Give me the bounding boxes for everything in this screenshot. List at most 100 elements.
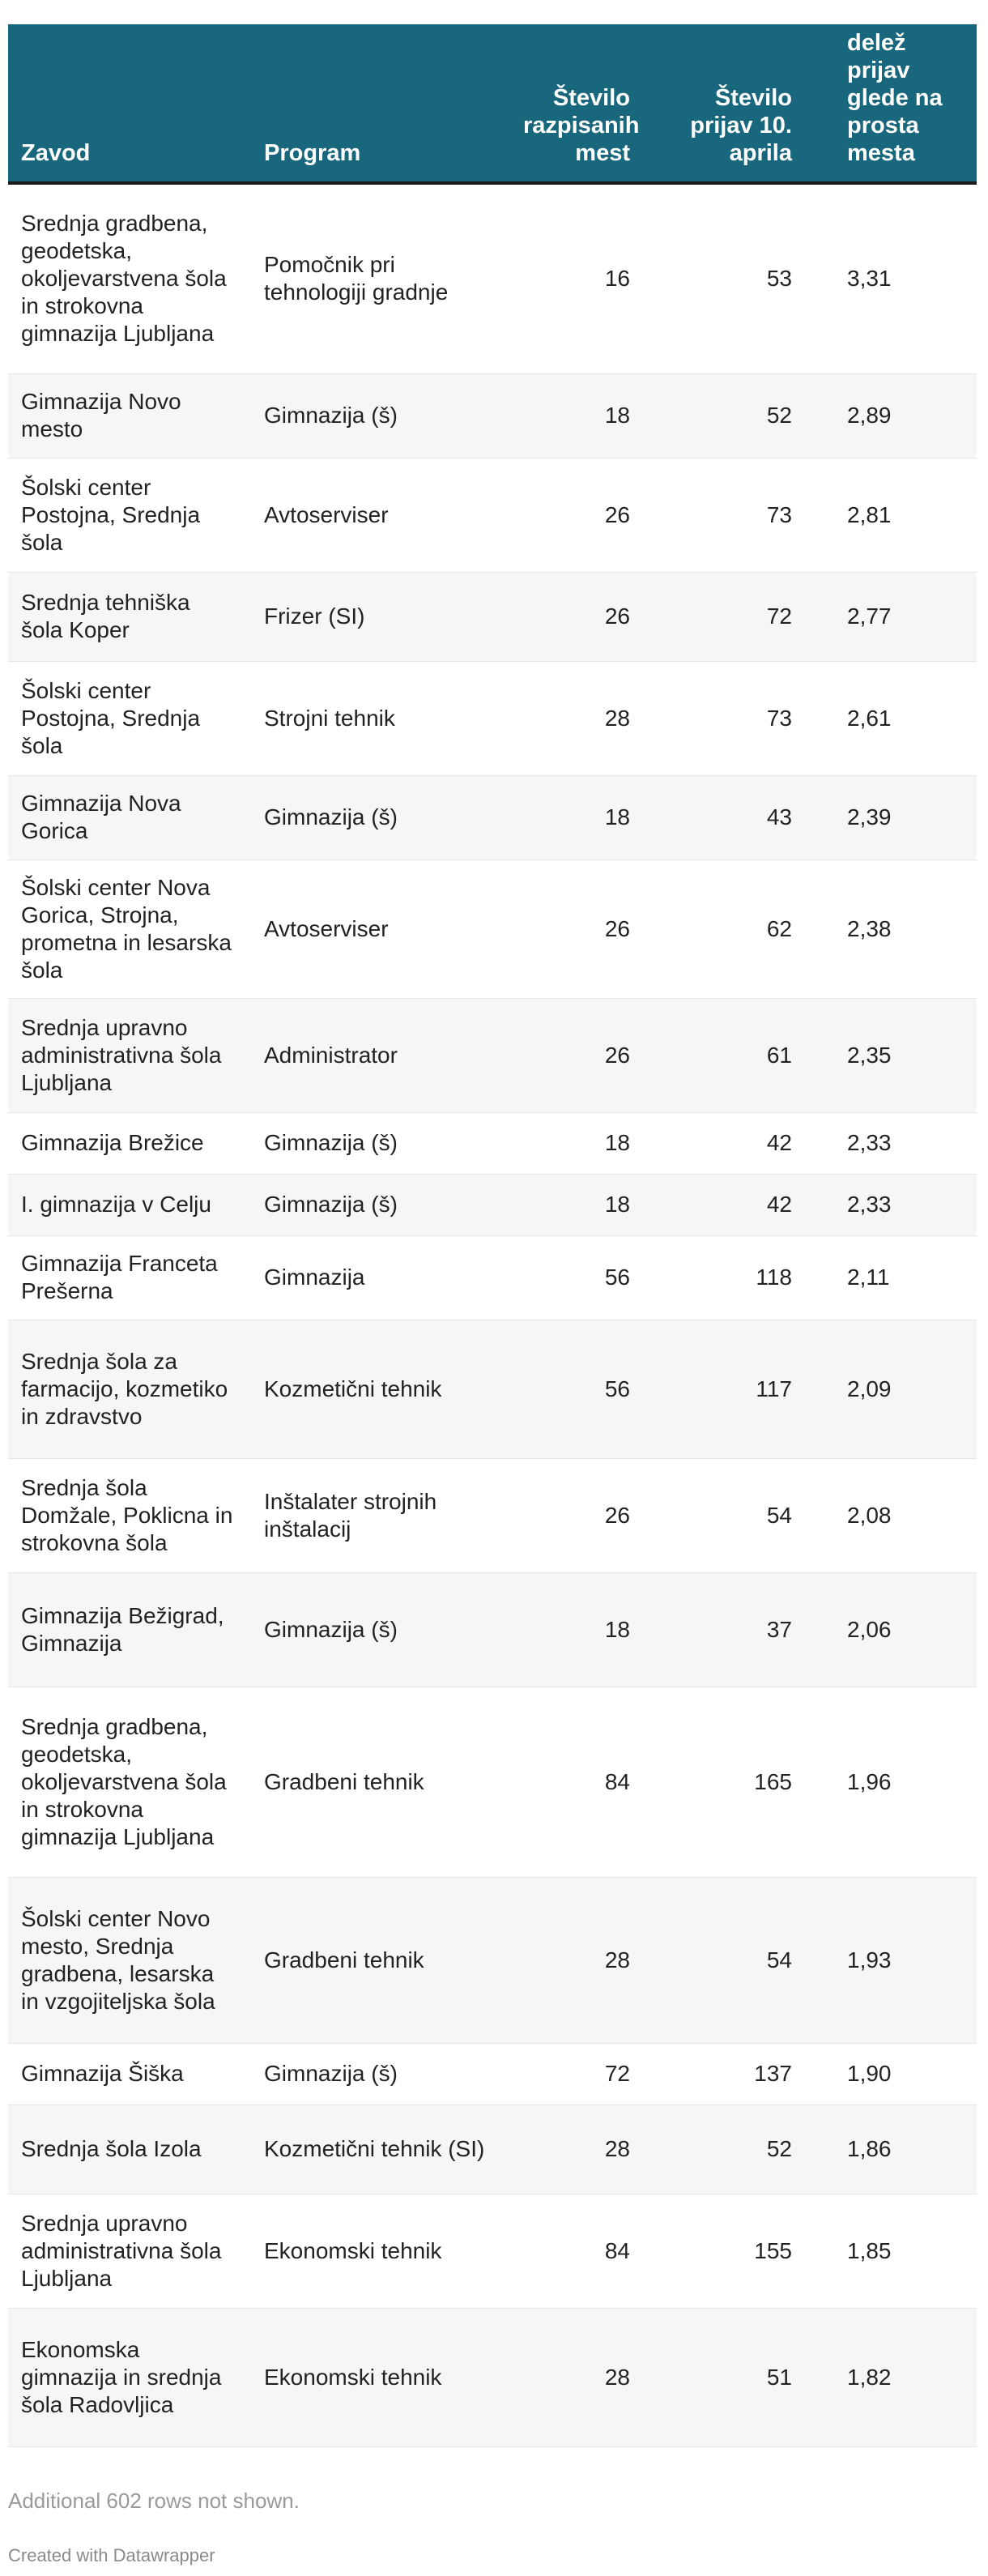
cell-prijave: 73 [648,458,810,573]
cell-mesta: 56 [510,1235,648,1320]
cell-program: Gradbeni tehnik [251,1687,510,1878]
cell-zavod: Šolski center Postojna, Srednja šola [8,661,251,776]
cell-delez: 2,39 [810,775,977,860]
table-row: Srednja gradbena, geodetska, okoljevarst… [8,1687,977,1878]
cell-delez: 1,82 [810,2308,977,2447]
cell-zavod: Šolski center Postojna, Srednja šola [8,458,251,573]
cell-prijave: 117 [648,1320,810,1459]
cell-zavod: Ekonomska gimnazija in srednja šola Rado… [8,2308,251,2447]
cell-mesta: 26 [510,458,648,573]
cell-zavod: I. gimnazija v Celju [8,1174,251,1236]
table-row: Srednja šola Domžale, Poklicna in stroko… [8,1458,977,1573]
cell-prijave: 37 [648,1572,810,1687]
cell-program: Gimnazija (š) [251,1112,510,1175]
table-row: Šolski center Postojna, Srednja šola Stro… [8,661,977,776]
cell-delez: 2,06 [810,1572,977,1687]
cell-program: Gimnazija (š) [251,1174,510,1236]
table-row: Gimnazija Nova Gorica Gimnazija (š) 18 43 2,… [8,775,977,860]
data-table: Zavod Program Število razpisanih mest Št… [8,24,977,2447]
cell-program: Administrator [251,998,510,1113]
cell-mesta: 72 [510,2043,648,2105]
data-table-container: Zavod Program Število razpisanih mest Št… [8,24,977,2447]
cell-zavod: Šolski center Nova Gorica, Strojna, prom… [8,859,251,999]
header-row: Zavod Program Število razpisanih mest Št… [8,24,977,185]
cell-mesta: 26 [510,859,648,999]
cell-prijave: 137 [648,2043,810,2105]
datawrapper-credit: Created with Datawrapper [8,2545,215,2565]
column-header-delez[interactable]: delež prijav glede na prosta mesta [810,24,977,185]
cell-prijave: 54 [648,1458,810,1573]
column-header-zavod[interactable]: Zavod [8,24,251,185]
cell-prijave: 42 [648,1112,810,1175]
column-header-mesta[interactable]: Število razpisanih mest [510,24,648,185]
cell-delez: 1,96 [810,1687,977,1878]
cell-delez: 1,86 [810,2105,977,2194]
cell-zavod: Srednja gradbena, geodetska, okoljevarst… [8,1687,251,1878]
cell-zavod: Srednja gradbena, geodetska, okoljevarst… [8,183,251,374]
cell-delez: 3,31 [810,183,977,374]
cell-zavod: Gimnazija Novo mesto [8,373,251,458]
cell-program: Gimnazija [251,1235,510,1320]
table-row: Srednja tehniška šola Koper Frizer (SI) 26… [8,572,977,662]
cell-mesta: 28 [510,2308,648,2447]
cell-mesta: 18 [510,1174,648,1236]
cell-delez: 2,08 [810,1458,977,1573]
cell-zavod: Srednja tehniška šola Koper [8,572,251,662]
rows-not-shown-note: Additional 602 rows not shown. [8,2489,300,2513]
cell-prijave: 52 [648,2105,810,2194]
table-body: Srednja gradbena, geodetska, okoljevarst… [8,183,977,2447]
cell-prijave: 62 [648,859,810,999]
cell-mesta: 84 [510,1687,648,1878]
cell-program: Strojni tehnik [251,661,510,776]
cell-mesta: 18 [510,775,648,860]
cell-zavod: Srednja šola za farmacijo, kozmetiko in … [8,1320,251,1459]
cell-delez: 2,89 [810,373,977,458]
cell-delez: 2,61 [810,661,977,776]
cell-mesta: 26 [510,1458,648,1573]
table-header: Zavod Program Število razpisanih mest Št… [8,24,977,185]
cell-program: Kozmetični tehnik (SI) [251,2105,510,2194]
cell-prijave: 51 [648,2308,810,2447]
cell-zavod: Gimnazija Franceta Prešerna [8,1235,251,1320]
cell-zavod: Gimnazija Šiška [8,2043,251,2105]
cell-program: Gimnazija (š) [251,2043,510,2105]
column-header-program[interactable]: Program [251,24,510,185]
cell-prijave: 52 [648,373,810,458]
cell-mesta: 56 [510,1320,648,1459]
cell-prijave: 43 [648,775,810,860]
cell-prijave: 72 [648,572,810,662]
cell-prijave: 165 [648,1687,810,1878]
cell-zavod: Srednja upravno administrativna šola Lju… [8,998,251,1113]
cell-program: Kozmetični tehnik [251,1320,510,1459]
cell-program: Ekonomski tehnik [251,2194,510,2309]
cell-program: Frizer (SI) [251,572,510,662]
cell-zavod: Gimnazija Bežigrad, Gimnazija [8,1572,251,1687]
cell-delez: 2,33 [810,1174,977,1236]
cell-mesta: 28 [510,2105,648,2194]
cell-prijave: 155 [648,2194,810,2309]
cell-prijave: 42 [648,1174,810,1236]
cell-program: Ekonomski tehnik [251,2308,510,2447]
cell-zavod: Gimnazija Brežice [8,1112,251,1175]
cell-prijave: 118 [648,1235,810,1320]
cell-prijave: 54 [648,1877,810,2044]
cell-program: Gimnazija (š) [251,1572,510,1687]
table-row: Šolski center Nova Gorica, Strojna, prom… [8,859,977,999]
cell-delez: 2,77 [810,572,977,662]
cell-delez: 2,35 [810,998,977,1113]
column-header-prijave[interactable]: Število prijav 10. aprila [648,24,810,185]
table-row: Gimnazija Šiška Gimnazija (š) 72 137 1,90 [8,2043,977,2105]
cell-zavod: Srednja šola Izola [8,2105,251,2194]
cell-prijave: 73 [648,661,810,776]
table-row: Gimnazija Novo mesto Gimnazija (š) 18 52 2,8… [8,373,977,458]
table-row: Gimnazija Bežigrad, Gimnazija Gimnazija (… [8,1572,977,1687]
cell-delez: 2,09 [810,1320,977,1459]
cell-delez: 2,33 [810,1112,977,1175]
cell-delez: 2,38 [810,859,977,999]
cell-mesta: 16 [510,183,648,374]
table-row: Šolski center Postojna, Srednja šola Avto… [8,458,977,573]
cell-mesta: 26 [510,998,648,1113]
cell-prijave: 61 [648,998,810,1113]
cell-program: Avtoserviser [251,859,510,999]
cell-mesta: 28 [510,661,648,776]
